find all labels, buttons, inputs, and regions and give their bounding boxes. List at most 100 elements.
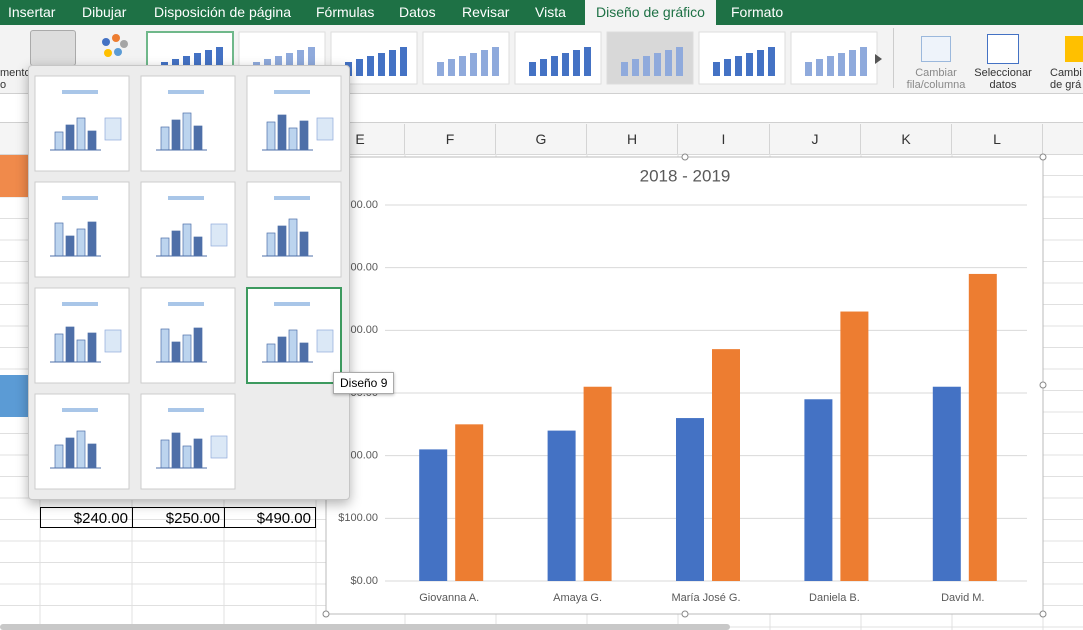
style-bar <box>492 47 499 76</box>
style-bar <box>860 47 867 76</box>
layout-bar <box>288 218 298 257</box>
tab[interactable]: Vista <box>535 4 566 20</box>
tab[interactable]: Dibujar <box>82 4 127 20</box>
tab[interactable]: Diseño de gráfico <box>585 0 716 25</box>
layout-bar <box>54 333 64 363</box>
gallery-arrow <box>875 54 882 64</box>
column-header[interactable]: K <box>861 124 952 154</box>
bar <box>419 449 448 581</box>
bar <box>676 418 704 581</box>
layout-bar <box>160 328 170 363</box>
layout-title <box>62 196 98 200</box>
column-header[interactable]: E <box>316 124 405 154</box>
cell[interactable]: $490.00 <box>224 507 316 528</box>
bar <box>840 311 869 581</box>
layout-legend <box>316 117 334 141</box>
label-line: fila/columna <box>906 79 966 91</box>
layout-bar <box>160 237 170 257</box>
x-tick-label: Amaya G. <box>553 592 602 604</box>
bar <box>968 273 997 581</box>
colors-icon <box>102 34 128 57</box>
column-header[interactable]: G <box>496 124 587 154</box>
layout-bar <box>193 125 203 151</box>
style-bar <box>838 53 845 76</box>
style-bar <box>665 50 672 76</box>
style-bar <box>827 56 834 76</box>
tab[interactable]: Insertar <box>8 4 56 20</box>
style-bar <box>459 56 466 76</box>
button-label[interactable]: Cambi de grá <box>1050 67 1082 91</box>
layout-title <box>168 302 204 306</box>
layout-title <box>168 196 204 200</box>
scrollbar[interactable] <box>0 624 730 630</box>
column-header[interactable]: F <box>405 124 496 154</box>
layout-bar <box>299 231 309 257</box>
label-line: Seleccionar <box>974 67 1032 79</box>
resize-handle <box>681 610 689 618</box>
layout-bar <box>171 230 181 257</box>
button-label[interactable]: Cambiar fila/columna <box>898 67 974 91</box>
layout-legend <box>210 223 228 247</box>
style-bar <box>529 62 536 76</box>
layout-bar <box>288 329 298 363</box>
style-bar <box>356 59 363 76</box>
bar <box>583 386 612 581</box>
tab[interactable]: Formato <box>731 4 784 20</box>
colors-button[interactable] <box>98 32 134 62</box>
highlight-cell <box>0 155 28 197</box>
layout-bar <box>266 232 276 257</box>
style-bar <box>816 59 823 76</box>
style-bar <box>849 50 856 76</box>
tab[interactable]: Datos <box>399 4 436 20</box>
style-bar <box>216 47 223 76</box>
layout-bar <box>277 336 287 363</box>
label-line: datos <box>989 79 1017 91</box>
label-line: Cambiar <box>915 67 957 79</box>
chart-type-icon <box>1065 36 1083 62</box>
y-tick-label: $100.00 <box>338 512 378 524</box>
style-bar <box>562 53 569 76</box>
layout-bar <box>76 339 86 363</box>
style-bar <box>400 47 407 76</box>
resize-handle <box>1039 153 1047 161</box>
style-bar <box>437 62 444 76</box>
chart-title: 2018 - 2019 <box>640 166 731 185</box>
button-label[interactable]: Seleccionar datos <box>968 67 1038 91</box>
quick-layout-panel <box>28 65 350 500</box>
layout-bar <box>65 124 75 151</box>
label-line: de grá <box>1050 79 1082 91</box>
style-bar <box>551 56 558 76</box>
layout-title <box>168 90 204 94</box>
style-bar <box>286 53 293 76</box>
layout-bar <box>87 221 97 257</box>
layout-title <box>274 90 310 94</box>
layout-bar <box>299 342 309 363</box>
layout-bar <box>65 437 75 469</box>
column-header[interactable]: J <box>770 124 861 154</box>
layout-bar <box>182 334 192 363</box>
column-header[interactable]: H <box>587 124 678 154</box>
layout-bar <box>65 235 75 257</box>
style-bar <box>746 53 753 76</box>
style-bar <box>632 59 639 76</box>
x-tick-label: David M. <box>941 592 984 604</box>
layout-title <box>274 302 310 306</box>
tab[interactable]: Revisar <box>462 4 510 20</box>
column-header[interactable]: I <box>678 124 770 154</box>
column-header[interactable]: L <box>952 124 1043 154</box>
tab-bar: Insertar Dibujar Disposición de página F… <box>0 0 1083 25</box>
layout-bar <box>182 112 192 151</box>
resize-handle <box>1039 610 1047 618</box>
style-bar <box>757 50 764 76</box>
bar <box>547 430 576 581</box>
layout-bar <box>182 445 192 469</box>
x-tick-label: Daniela B. <box>809 592 860 604</box>
tab[interactable]: Disposición de página <box>154 4 291 20</box>
label-line: Cambi <box>1050 67 1082 79</box>
layout-bar <box>171 119 181 151</box>
bar <box>804 399 833 581</box>
tab[interactable]: Fórmulas <box>316 4 375 20</box>
style-bar <box>205 50 212 76</box>
